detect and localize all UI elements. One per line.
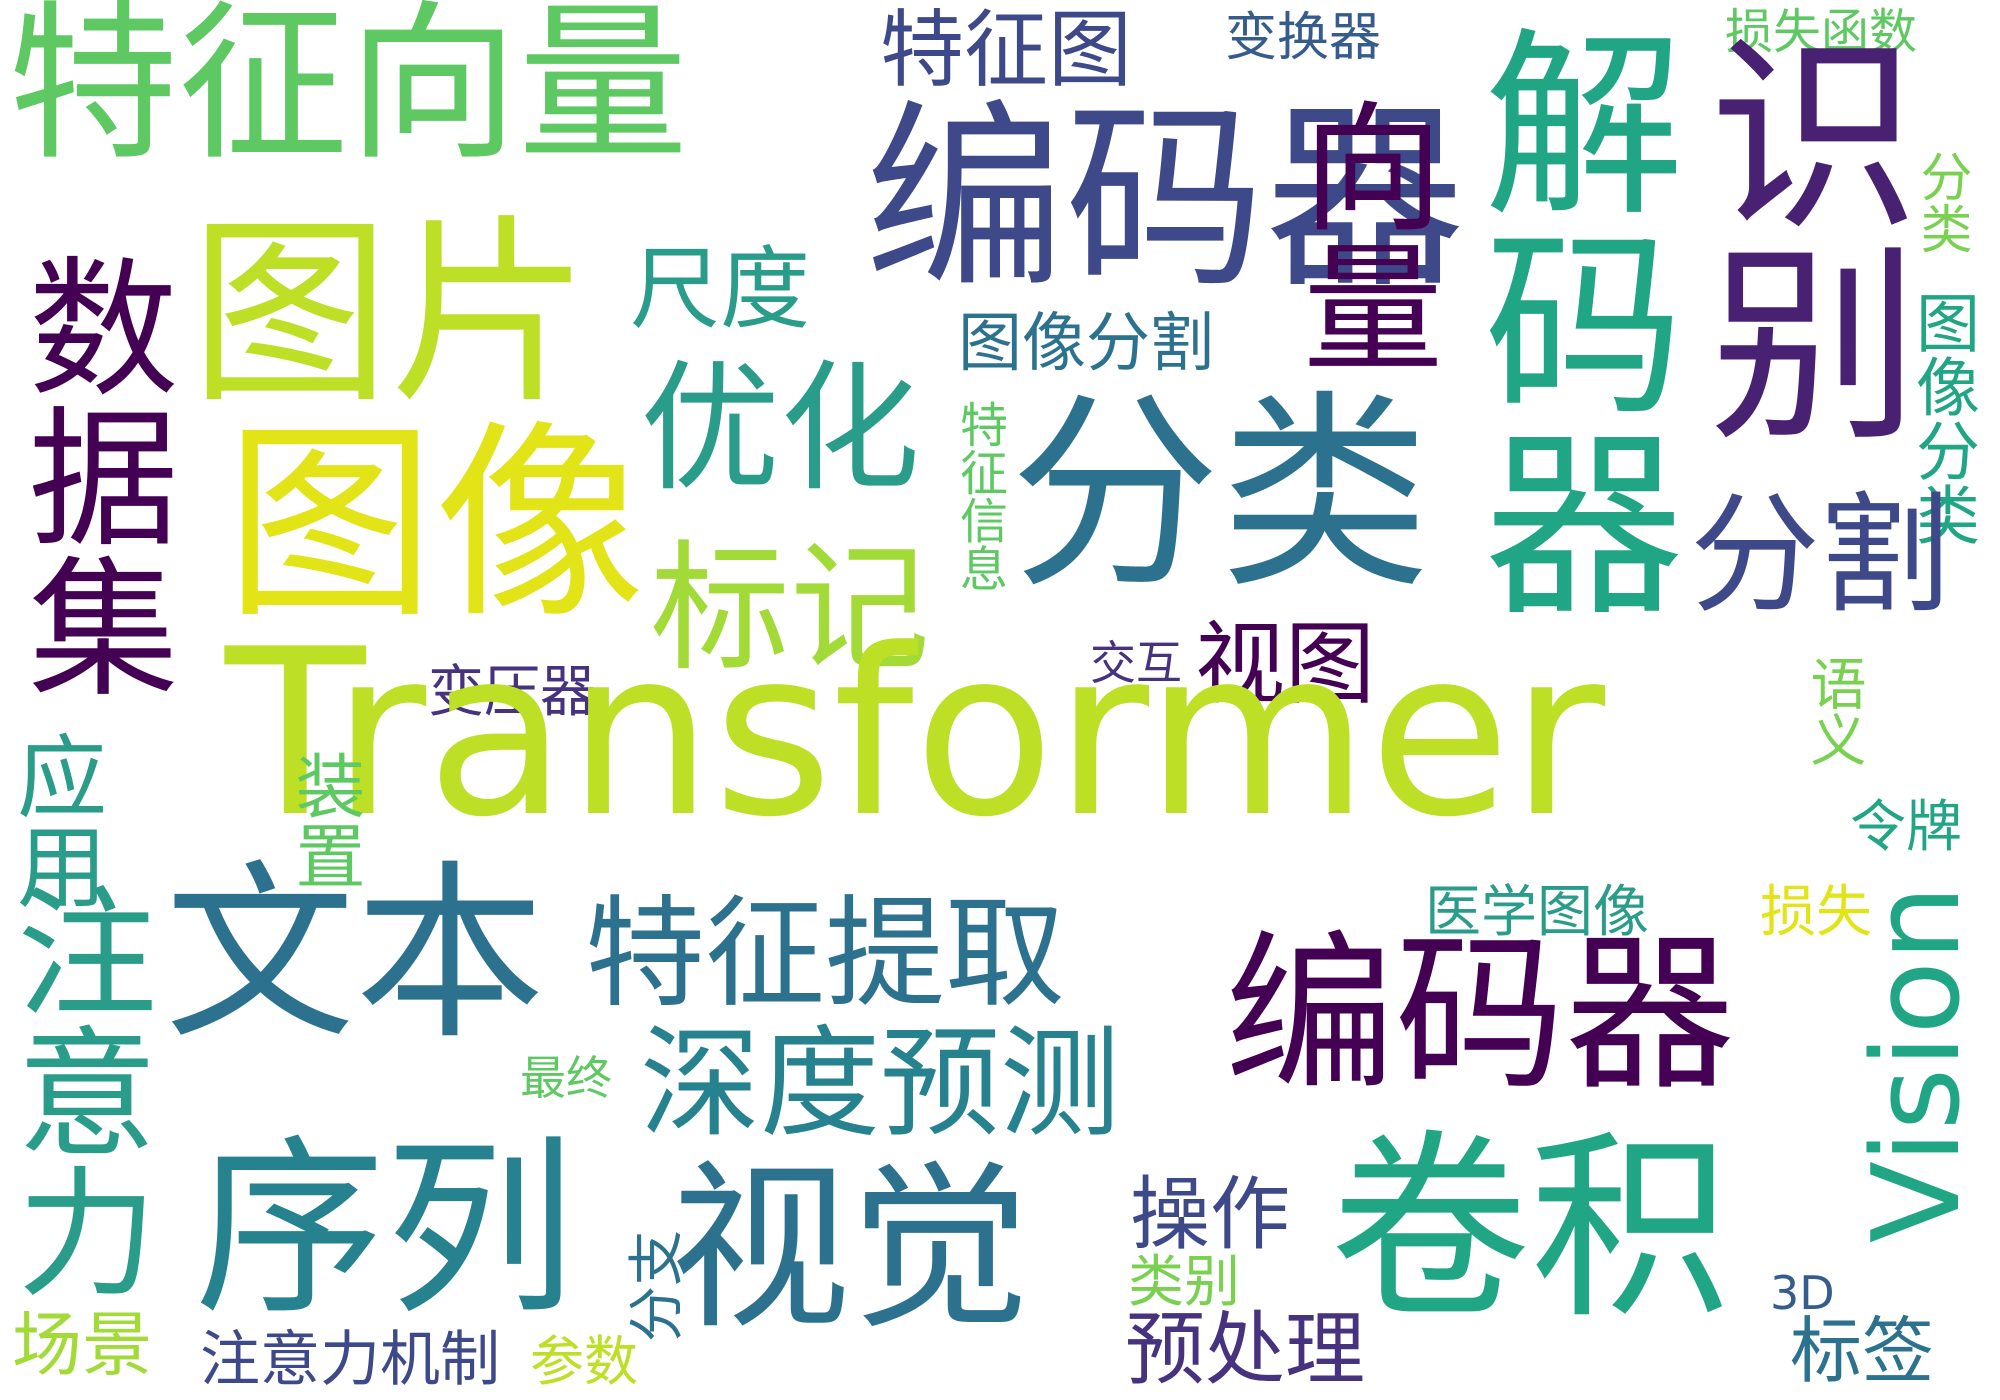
word-juanji: 卷积 [1330, 1113, 1731, 1346]
word-tuxiang: 图像 [225, 402, 646, 647]
word-shijue: 视觉 [670, 1145, 1031, 1354]
word-tezhengtu: 特征图 [880, 1, 1133, 99]
word-zhuangzhi: 装置 [284, 750, 366, 890]
word-wenben: 文本 [165, 844, 546, 1065]
word-xulie: 序列 [195, 1119, 576, 1340]
word-tuxiangfenlei: 图像分类 [1905, 290, 1979, 546]
word-changjing: 场景 [12, 1304, 152, 1386]
word-chidu: 尺度 [630, 237, 810, 342]
word-shenduyuce: 深度预测 [640, 1015, 1120, 1154]
word-bianmaqi: 编码器 [1225, 916, 1736, 1114]
word-tezhengxinxi: 特征信息 [951, 400, 1007, 592]
word-leibie: 类别 [1128, 1250, 1240, 1315]
word-xiangliang: 向量 [1279, 95, 1442, 375]
word-biaoji: 标记 [650, 528, 931, 691]
word-fenlei-small: 分类 [1911, 150, 1971, 254]
word-tuxiangfenge: 图像分割 [958, 307, 1214, 381]
word-shujuji: 数据集 [3, 250, 177, 700]
word-jiaohu: 交互 [1090, 636, 1182, 690]
word-zhuyili: 注意力 [0, 880, 156, 1300]
word-fenlei: 分类 [1010, 372, 1431, 617]
word-vision: Vision [1848, 885, 1987, 1244]
word-yixuetuxiang: 医学图像 [1425, 880, 1649, 945]
word-transformer: Transformer [225, 601, 1606, 868]
word-fenge: 分割 [1690, 479, 1951, 631]
word-biaoqian: 标签 [1790, 1309, 1935, 1393]
word-canshu: 参数 [530, 1330, 638, 1393]
word-shitu: 视图 [1195, 612, 1375, 717]
word-bianmaqi-top: 编码器 [865, 83, 1466, 316]
word-tupian: 图片 [190, 198, 591, 431]
word-lingpai: 令牌 [1850, 795, 1962, 860]
word-shibie: 识别 [1673, 25, 1918, 445]
word-zhuyilijizhi: 注意力机制 [200, 1325, 500, 1395]
word-yuyi: 语义 [1801, 655, 1866, 767]
word-yingyong: 应用 [1, 730, 106, 910]
word-tezhengtiqu: 特征提取 [585, 885, 1065, 1024]
word-youhua: 优化 [640, 348, 921, 511]
word-zuizhong: 最终 [520, 1051, 612, 1105]
word-threed: 3D [1770, 1266, 1835, 1320]
word-sunshi: 损失 [1760, 880, 1872, 945]
word-tezhengxiangliang: 特征向量 [8, 0, 689, 184]
word-jiemaqi: 解码器 [1449, 20, 1682, 620]
word-fenzhi: 分支 [625, 1230, 690, 1342]
word-bianyaqi: 变压器 [428, 660, 596, 725]
word-sunshihanshu: 损失函数 [1725, 4, 1918, 60]
word-bianhuanqi: 变换器 [1225, 8, 1382, 68]
word-yuchuli: 预处理 [1125, 1303, 1365, 1396]
word-caozuo: 操作 [1130, 1168, 1290, 1261]
